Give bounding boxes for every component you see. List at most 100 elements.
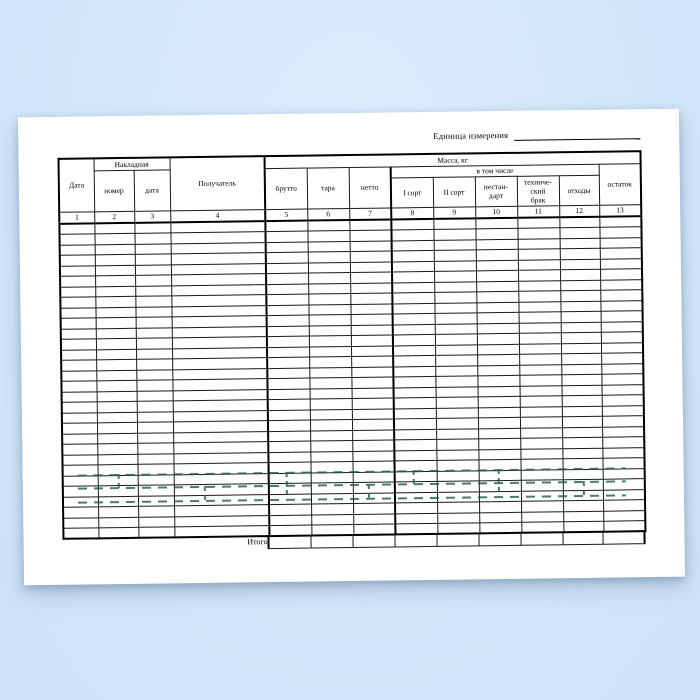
empty-cell: [602, 457, 645, 469]
empty-cell: [137, 474, 174, 486]
empty-cell: [434, 333, 477, 345]
column-number: 11: [517, 205, 560, 218]
empty-cell: [59, 265, 96, 277]
empty-cell: [61, 422, 98, 434]
col-header-technical-defect: техниче- ский брак: [516, 175, 560, 206]
empty-cell: [96, 359, 137, 371]
empty-cell: [310, 492, 354, 505]
empty-cell: [309, 356, 352, 368]
empty-cell: [519, 406, 562, 418]
empty-cell: [266, 336, 310, 348]
empty-cell: [137, 484, 174, 496]
unit-of-measure-row: Единица измерения: [433, 128, 641, 142]
empty-cell: [97, 464, 138, 476]
empty-cell: [559, 237, 600, 249]
empty-cell: [436, 491, 480, 503]
empty-cell: [350, 271, 393, 284]
empty-cell: [353, 502, 396, 514]
empty-cell: [479, 511, 522, 523]
empty-cell: [478, 469, 521, 481]
totals-cell: [478, 531, 521, 546]
empty-cell: [477, 385, 520, 397]
empty-cell: [98, 516, 139, 528]
empty-cell: [63, 506, 99, 518]
ledger-form-table: Дата Накладная Получатель Масса, кг номе…: [57, 150, 647, 540]
empty-cell: [518, 290, 561, 302]
empty-cell: [434, 323, 477, 335]
empty-cell: [60, 275, 96, 287]
empty-cell: [392, 334, 435, 346]
empty-cell: [97, 485, 138, 497]
empty-cell: [434, 344, 478, 356]
empty-cell: [517, 227, 560, 239]
empty-cell: [268, 493, 312, 505]
col-header-recipient: Получатель: [169, 156, 266, 211]
empty-cell: [602, 426, 645, 438]
empty-cell: [521, 511, 564, 523]
empty-cell: [520, 469, 563, 481]
empty-cell: [560, 300, 601, 312]
empty-cell: [308, 283, 351, 295]
paper-sheet: Единица измерения Дата Накладная Получат…: [17, 108, 686, 586]
empty-cell: [349, 250, 392, 263]
empty-cell: [94, 222, 135, 234]
totals-cell: [352, 533, 395, 548]
empty-cell: [61, 380, 97, 392]
empty-cell: [62, 433, 98, 445]
empty-cell: [436, 480, 479, 492]
empty-cell: [391, 260, 435, 272]
empty-cell: [61, 391, 97, 403]
empty-cell: [351, 355, 394, 368]
empty-cell: [520, 437, 563, 449]
empty-cell: [520, 479, 563, 491]
empty-cell: [395, 512, 438, 524]
empty-cell: [477, 364, 520, 376]
empty-cell: [393, 418, 437, 430]
empty-cell: [310, 461, 353, 473]
empty-cell: [62, 485, 98, 497]
empty-cell: [393, 365, 436, 377]
empty-cell: [62, 443, 98, 455]
empty-cell: [561, 405, 602, 417]
empty-cell: [349, 240, 392, 252]
empty-cell: [266, 315, 309, 327]
empty-cell: [96, 369, 137, 381]
empty-cell: [137, 432, 174, 444]
empty-cell: [475, 217, 518, 229]
empty-cell: [59, 254, 95, 266]
empty-cell: [477, 354, 520, 366]
empty-cell: [519, 353, 562, 365]
empty-cell: [599, 216, 642, 228]
empty-cell: [59, 223, 95, 235]
empty-cell: [60, 296, 96, 308]
empty-cell: [308, 335, 352, 347]
empty-cell: [267, 399, 310, 411]
empty-cell: [520, 427, 563, 439]
empty-cell: [95, 317, 136, 329]
empty-cell: [434, 281, 477, 293]
column-number: 3: [134, 210, 171, 223]
empty-cell: [95, 296, 136, 308]
empty-cell: [267, 420, 311, 432]
empty-cell: [478, 427, 521, 439]
empty-cell: [265, 262, 309, 274]
empty-cell: [136, 421, 174, 433]
empty-cell: [433, 228, 476, 240]
col-header-net: нетто: [348, 166, 392, 209]
empty-cell: [393, 407, 436, 419]
empty-cell: [479, 501, 522, 513]
empty-cell: [518, 311, 561, 323]
empty-cell: [517, 248, 560, 260]
empty-cell: [477, 375, 520, 387]
empty-cell: [518, 332, 561, 344]
empty-cell: [599, 237, 642, 249]
empty-cell: [349, 219, 392, 231]
table-body: [59, 216, 646, 539]
empty-cell: [602, 478, 645, 490]
empty-cell: [136, 348, 173, 360]
empty-cell: [476, 301, 519, 313]
empty-cell: [137, 453, 174, 465]
empty-cell: [351, 408, 394, 420]
empty-cell: [392, 302, 435, 314]
empty-cell: [600, 300, 643, 312]
